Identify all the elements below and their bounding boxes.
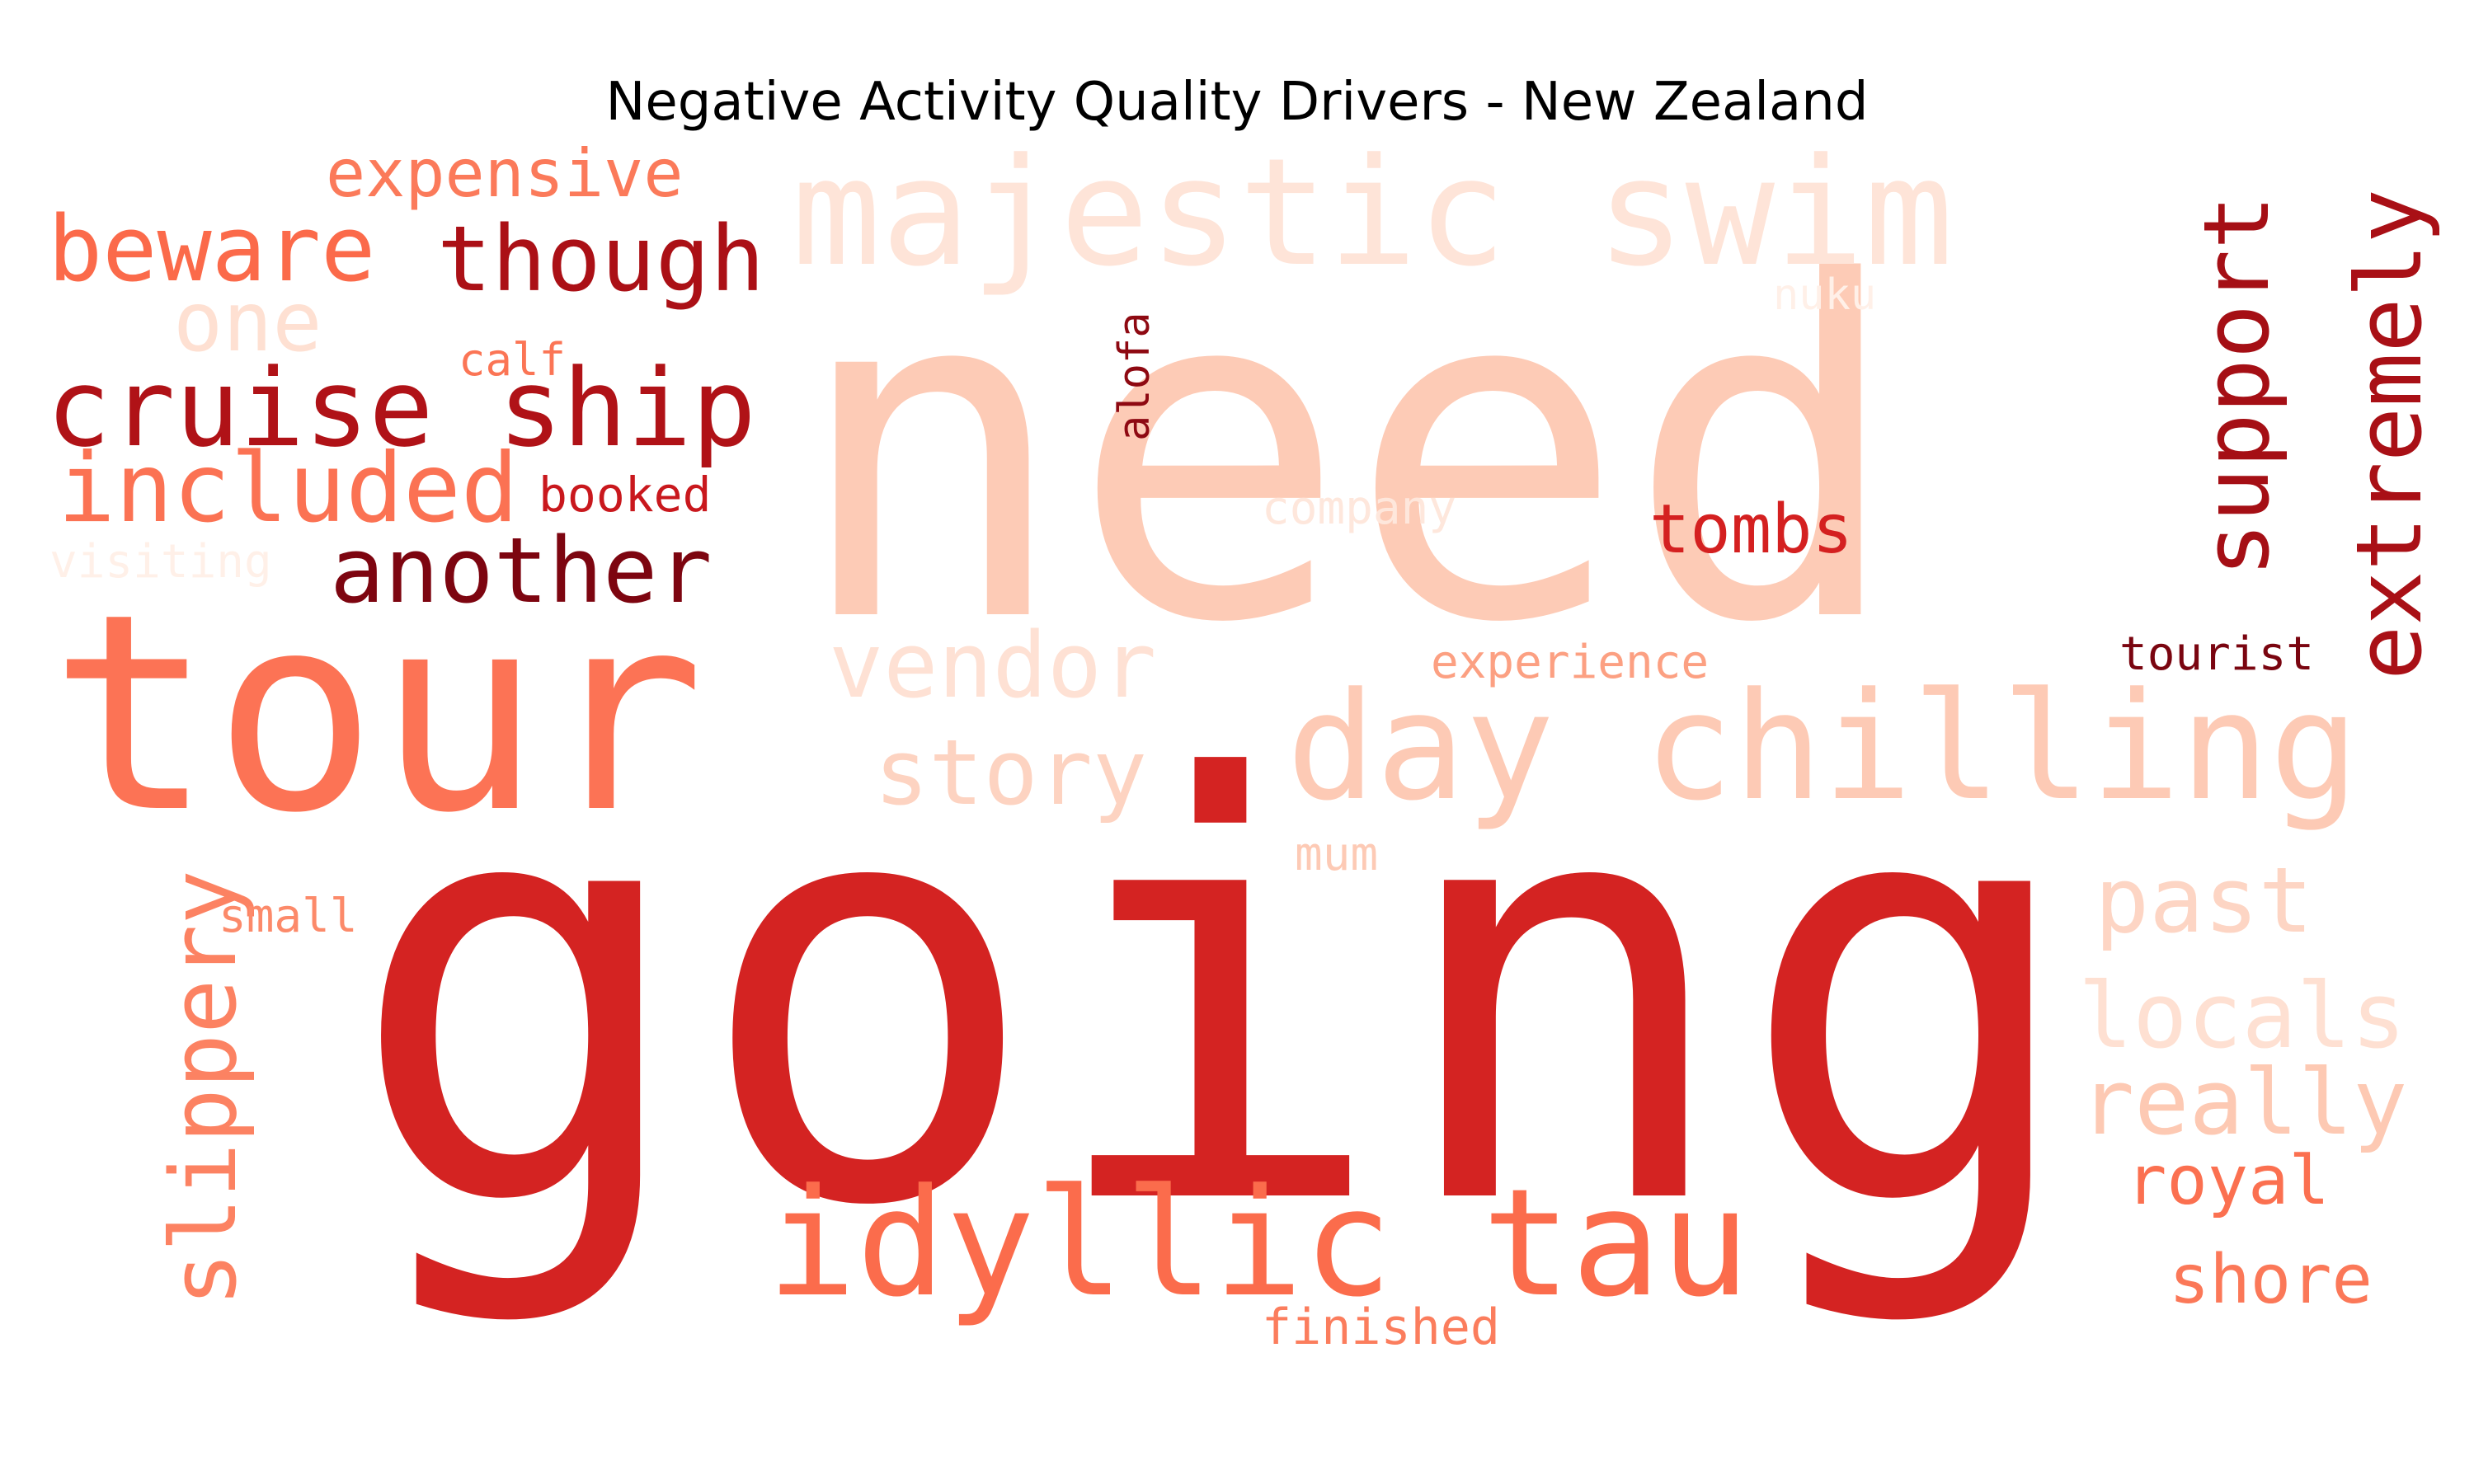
word-extremely: extremely	[2336, 189, 2442, 680]
word-calf: calf	[459, 334, 566, 386]
word-beware: beware	[48, 196, 375, 302]
word-tour: tour	[49, 556, 705, 872]
word-royal: royal	[2126, 1142, 2330, 1220]
word-majestic-swim: majestic swim	[792, 127, 1954, 299]
word-locals: locals	[2078, 963, 2406, 1068]
word-idyllic-tau: idyllic tau	[767, 1158, 1750, 1330]
word-though: though	[437, 206, 764, 312]
word-past: past	[2095, 848, 2313, 953]
word-experience: experience	[1431, 636, 1709, 689]
word-story: story	[874, 720, 1147, 825]
word-shore: shore	[2169, 1241, 2373, 1319]
word-one: one	[173, 274, 322, 370]
word-company: company	[1262, 481, 1456, 535]
word-mum: mum	[1295, 828, 1378, 881]
word-cruise-ship: cruise ship	[46, 345, 756, 471]
word-another: another	[330, 518, 713, 623]
word-visiting: visiting	[49, 535, 272, 589]
word-included: included	[58, 433, 519, 544]
word-booked: booked	[539, 467, 712, 523]
word-need: need	[792, 186, 1904, 724]
word-expensive: expensive	[326, 135, 683, 212]
word-support: support	[2184, 195, 2289, 577]
word-tombs: tombs	[1649, 491, 1853, 569]
chart-title: Negative Activity Quality Drivers - New …	[605, 72, 1869, 133]
word-day-chilling: day chilling	[1286, 661, 2359, 834]
word-tourist: tourist	[2119, 627, 2314, 681]
word-going: going	[346, 660, 2084, 1332]
word-vendor: vendor	[829, 613, 1156, 718]
word-really: really	[2080, 1050, 2407, 1155]
word-slippery: slippery	[151, 870, 256, 1307]
word-small: small	[219, 890, 358, 943]
word-nuku: nuku	[1773, 270, 1876, 320]
word-finished: finished	[1262, 1298, 1500, 1356]
word-alofa: alofa	[1110, 312, 1159, 441]
